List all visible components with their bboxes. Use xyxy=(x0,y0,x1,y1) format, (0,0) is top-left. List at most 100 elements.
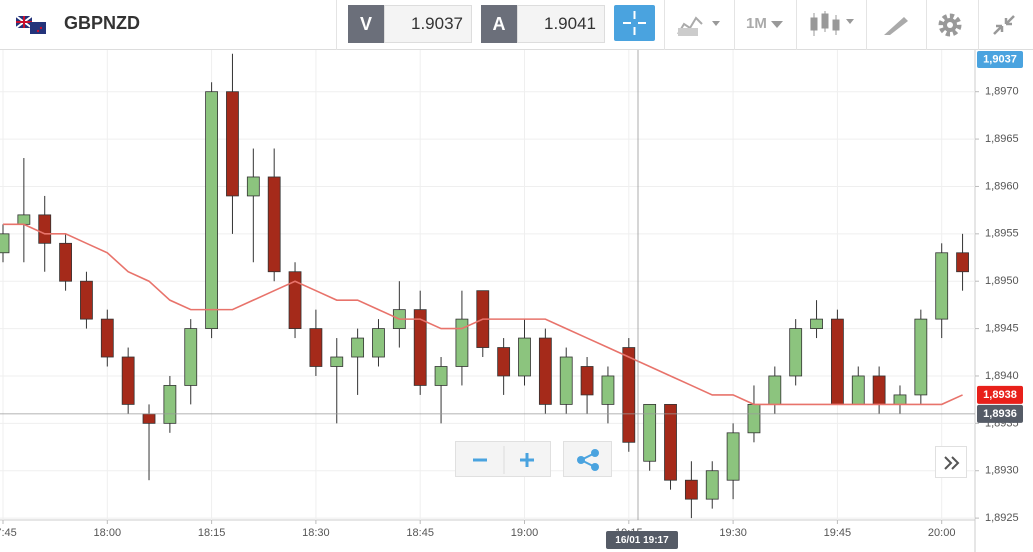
candle-body xyxy=(100,318,114,358)
candles xyxy=(0,53,969,519)
separator xyxy=(734,0,735,50)
y-tick-label: 1,8945 xyxy=(985,322,1019,334)
candle-body xyxy=(226,91,239,197)
price-marker xyxy=(977,385,1023,404)
candle-body xyxy=(872,375,886,405)
timeframe[interactable]: 1M xyxy=(746,15,767,32)
candle-body xyxy=(288,271,302,329)
separator xyxy=(796,0,797,50)
candle-body xyxy=(831,318,844,405)
candle-body xyxy=(372,328,385,358)
candle-body xyxy=(309,328,323,367)
candle-body xyxy=(0,233,10,254)
candle-body xyxy=(142,413,156,424)
candle-body xyxy=(163,385,177,424)
scroll-right-button[interactable] xyxy=(935,446,967,478)
ask-tag[interactable]: A xyxy=(481,5,517,43)
y-tick-label: 1,8950 xyxy=(985,275,1019,287)
bid-tag[interactable]: V xyxy=(348,5,384,43)
candle-body xyxy=(205,91,219,329)
candle-body xyxy=(810,318,823,329)
y-tick-label: 1,8965 xyxy=(985,133,1019,145)
candle-body xyxy=(455,318,469,367)
crosshair-time: 16/01 19:17 xyxy=(615,535,669,546)
price-marker-label: 1,8936 xyxy=(983,408,1017,420)
x-axis-area xyxy=(0,520,1033,552)
x-tick-label: 17:45 xyxy=(0,527,17,539)
x-tick-label: 18:15 xyxy=(198,527,226,539)
x-tick-label: 18:00 xyxy=(94,527,122,539)
candle-body xyxy=(559,356,573,405)
candle-body xyxy=(893,394,907,405)
zoom-in[interactable] xyxy=(520,453,534,467)
price-marker-label: 1,8938 xyxy=(983,389,1017,401)
separator xyxy=(866,0,867,50)
candle-body xyxy=(914,318,928,396)
moving-average xyxy=(3,223,963,406)
x-tick-label: 20:00 xyxy=(928,527,956,539)
separator xyxy=(926,0,927,50)
candle-body xyxy=(851,375,865,405)
candle-body xyxy=(434,366,448,386)
draw-button[interactable] xyxy=(882,13,910,37)
y-tick-label: 1,8970 xyxy=(985,86,1019,98)
x-tick-label: 19:45 xyxy=(824,527,852,539)
candle-body xyxy=(518,337,531,377)
candle-body xyxy=(59,242,72,282)
y-tick-label: 1,8940 xyxy=(985,370,1019,382)
x-tick-label: 19:30 xyxy=(719,527,747,539)
candle-body xyxy=(601,375,615,405)
candle-body xyxy=(684,479,698,500)
price-marker xyxy=(977,404,1023,423)
bid-price[interactable]: 1.9037 xyxy=(384,5,472,43)
collapse-button[interactable] xyxy=(990,12,1018,38)
separator xyxy=(978,0,979,50)
candle-body xyxy=(121,356,135,405)
top-price-label: 1,9037 xyxy=(983,53,1017,65)
flag-icon xyxy=(16,16,46,34)
candle-body xyxy=(38,214,52,244)
candle-body xyxy=(622,347,636,443)
x-tick-label: 18:30 xyxy=(302,527,330,539)
ask-price[interactable]: 1.9041 xyxy=(517,5,605,43)
separator xyxy=(336,0,337,50)
candle-body xyxy=(351,337,365,358)
y-tick-label: 1,8930 xyxy=(985,465,1019,477)
candle-body xyxy=(80,280,93,320)
settings-button[interactable] xyxy=(936,11,964,39)
candle-body xyxy=(580,366,594,396)
candle-body xyxy=(246,176,260,197)
chart-type-button[interactable] xyxy=(676,12,724,38)
candle-body xyxy=(330,356,344,367)
share-button[interactable] xyxy=(563,441,612,477)
candle-body xyxy=(664,403,677,481)
symbol: GBPNZD xyxy=(64,13,140,33)
candle-body xyxy=(726,432,740,481)
candle-body xyxy=(17,214,31,225)
candle-body xyxy=(267,176,281,273)
candle-body xyxy=(768,375,782,405)
candle-body xyxy=(935,252,949,320)
x-tick-label: 18:45 xyxy=(406,527,434,539)
candle-body xyxy=(413,309,427,386)
top-price-box xyxy=(977,51,1023,68)
candle-body xyxy=(497,347,511,377)
candle-body xyxy=(956,252,969,273)
candle-body xyxy=(643,403,657,462)
x-tick-label: 19:00 xyxy=(511,527,539,539)
candle-body xyxy=(747,403,761,434)
candle-body xyxy=(789,328,803,377)
crosshair-button[interactable] xyxy=(614,5,655,41)
separator xyxy=(664,0,665,50)
y-tick-label: 1,8960 xyxy=(985,180,1019,192)
candle-body xyxy=(538,337,552,405)
zoom-buttons xyxy=(455,441,551,477)
y-tick-label: 1,8955 xyxy=(985,228,1019,240)
candle-body xyxy=(184,328,198,386)
y-tick-label: 1,8925 xyxy=(985,512,1019,524)
candle-type-button[interactable] xyxy=(808,10,858,40)
candle-body xyxy=(705,470,719,500)
toolbar: GBPNZD V 1.9037 A 1.9041 1M xyxy=(0,0,1033,50)
